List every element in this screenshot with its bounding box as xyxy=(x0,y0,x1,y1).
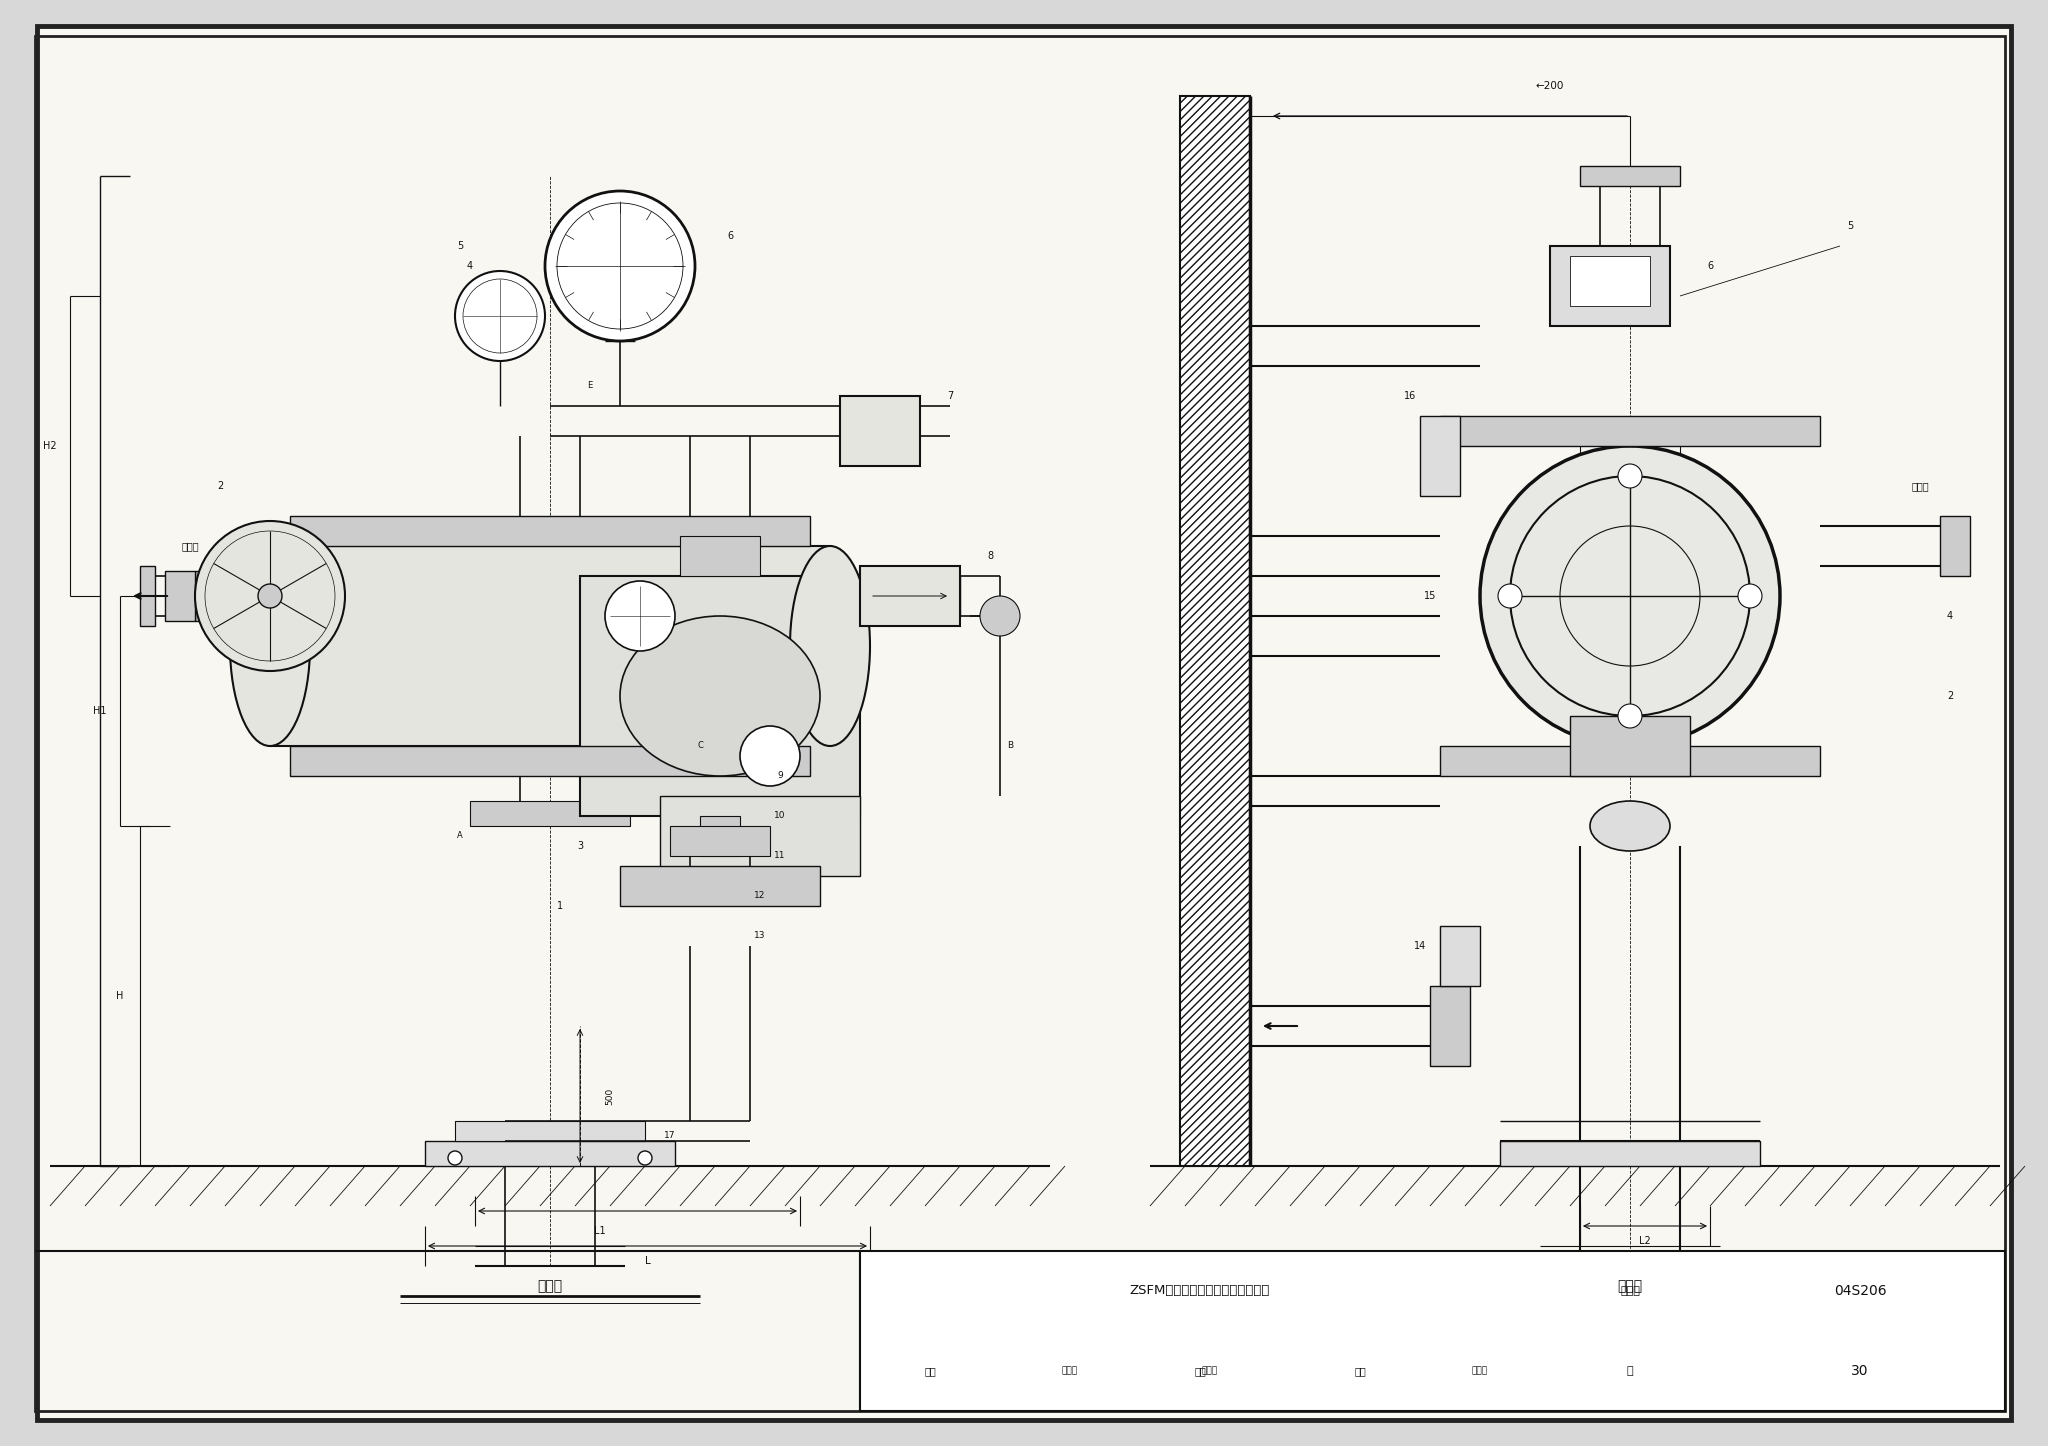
Text: H2: H2 xyxy=(43,441,57,451)
Text: 500: 500 xyxy=(606,1087,614,1105)
Circle shape xyxy=(545,191,694,341)
Circle shape xyxy=(455,270,545,362)
Bar xyxy=(659,795,860,876)
Text: 11: 11 xyxy=(774,852,786,860)
Circle shape xyxy=(739,726,801,787)
Text: 2: 2 xyxy=(217,482,223,492)
Text: 1: 1 xyxy=(557,901,563,911)
Text: C: C xyxy=(696,742,702,750)
Text: 5: 5 xyxy=(457,241,463,252)
Text: 16: 16 xyxy=(1403,390,1415,401)
Circle shape xyxy=(1481,445,1780,746)
Bar xyxy=(860,1251,2005,1411)
Text: L1: L1 xyxy=(594,1226,606,1236)
Bar xyxy=(680,536,760,576)
Text: 4: 4 xyxy=(1948,612,1954,620)
Bar xyxy=(455,1121,645,1141)
Text: 5: 5 xyxy=(1847,221,1853,231)
Text: 出水口: 出水口 xyxy=(1911,482,1929,492)
Bar xyxy=(1419,416,1460,496)
Text: 04S206: 04S206 xyxy=(1833,1284,1886,1299)
Bar xyxy=(860,565,961,626)
Bar xyxy=(1430,986,1470,1066)
Text: ←200: ←200 xyxy=(1536,81,1565,91)
Text: 9: 9 xyxy=(776,772,782,781)
Text: 3: 3 xyxy=(578,842,584,852)
Text: 2: 2 xyxy=(1948,691,1954,701)
Text: 页: 页 xyxy=(1626,1366,1634,1377)
Text: A: A xyxy=(457,831,463,840)
Bar xyxy=(195,571,219,620)
Circle shape xyxy=(1618,704,1642,727)
Text: B: B xyxy=(1008,742,1014,750)
Bar xyxy=(291,516,811,547)
Circle shape xyxy=(195,521,344,671)
Text: 30: 30 xyxy=(1851,1364,1868,1378)
Bar xyxy=(700,816,739,856)
Bar xyxy=(139,565,156,626)
Bar xyxy=(270,547,829,746)
Text: 图集号: 图集号 xyxy=(1620,1285,1640,1296)
Bar xyxy=(469,801,631,826)
Text: 内测路: 内测路 xyxy=(1473,1366,1489,1375)
Circle shape xyxy=(449,1151,463,1165)
Ellipse shape xyxy=(229,547,309,746)
Bar xyxy=(1550,246,1669,325)
Text: 校对: 校对 xyxy=(1194,1366,1206,1377)
Text: 10: 10 xyxy=(774,811,786,820)
Bar xyxy=(426,1141,676,1165)
Text: 刘坊市: 刘坊市 xyxy=(1063,1366,1077,1375)
Text: 设计: 设计 xyxy=(1354,1366,1366,1377)
Circle shape xyxy=(1618,464,1642,487)
Text: 审核: 审核 xyxy=(924,1366,936,1377)
Circle shape xyxy=(604,581,676,651)
Bar xyxy=(1440,416,1821,445)
Bar xyxy=(860,576,961,616)
Circle shape xyxy=(981,596,1020,636)
Ellipse shape xyxy=(791,547,870,746)
Ellipse shape xyxy=(1589,801,1669,852)
Bar xyxy=(291,746,811,777)
Text: 出水口: 出水口 xyxy=(180,541,199,551)
Bar xyxy=(1939,516,1970,576)
Text: 侧视图: 侧视图 xyxy=(1618,1280,1642,1293)
Circle shape xyxy=(1739,584,1761,607)
Bar xyxy=(1180,95,1249,1165)
Text: 4: 4 xyxy=(467,260,473,270)
Text: L2: L2 xyxy=(1638,1236,1651,1246)
Bar xyxy=(1440,925,1481,986)
Bar xyxy=(1579,166,1679,187)
Text: 正视图: 正视图 xyxy=(537,1280,563,1293)
Bar xyxy=(840,396,920,466)
Bar xyxy=(580,576,860,816)
Bar xyxy=(1440,746,1821,777)
Text: E: E xyxy=(588,382,592,390)
Text: 7: 7 xyxy=(946,390,952,401)
Circle shape xyxy=(1497,584,1522,607)
Text: L: L xyxy=(645,1257,651,1267)
Text: 13: 13 xyxy=(754,931,766,940)
Text: 乙梅纲: 乙梅纲 xyxy=(1202,1366,1219,1375)
Bar xyxy=(166,571,195,620)
Text: 6: 6 xyxy=(1706,260,1712,270)
Bar xyxy=(1499,1141,1759,1165)
Text: H1: H1 xyxy=(94,706,106,716)
Ellipse shape xyxy=(621,616,819,777)
Bar xyxy=(621,866,819,907)
Text: 14: 14 xyxy=(1413,941,1425,951)
Circle shape xyxy=(258,584,283,607)
Text: 17: 17 xyxy=(664,1132,676,1141)
Text: 8: 8 xyxy=(987,551,993,561)
Bar xyxy=(670,826,770,856)
Circle shape xyxy=(639,1151,651,1165)
Text: 15: 15 xyxy=(1423,591,1436,602)
Text: ZSFM系列隔膜雨淋报警阀组安装图: ZSFM系列隔膜雨淋报警阀组安装图 xyxy=(1130,1284,1270,1297)
Bar xyxy=(1571,256,1651,307)
Text: 12: 12 xyxy=(754,892,766,901)
Text: 6: 6 xyxy=(727,231,733,241)
Text: H: H xyxy=(117,991,123,1001)
Bar xyxy=(1571,716,1690,777)
